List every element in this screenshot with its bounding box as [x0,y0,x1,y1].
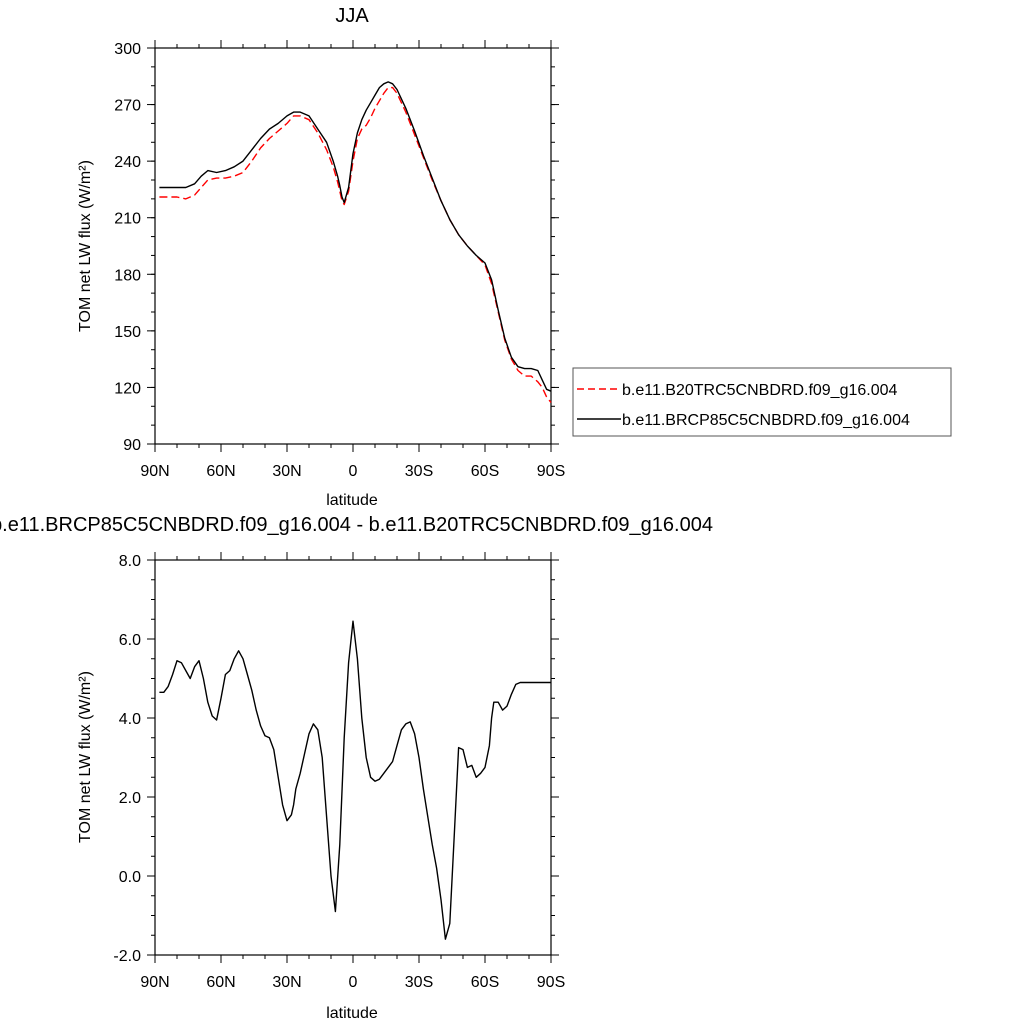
y-tick-label: 180 [114,267,141,284]
x-tick-label: 60N [206,974,235,991]
y-tick-label: 4.0 [119,711,141,728]
x-tick-label: 60S [471,974,499,991]
x-tick-label: 90N [140,974,169,991]
x-tick-label: 90S [537,974,565,991]
series-line-2 [159,81,552,392]
x-axis-label: latitude [326,492,378,509]
x-axis-label: latitude [326,1005,378,1022]
plot-frame [154,559,552,956]
x-tick-label: 30N [272,463,301,480]
x-axis: 90N 60N 30N 0 30S 60S 90S [140,552,565,991]
x-tick-label: 30S [405,974,433,991]
y-axis: 90 120 150 180 210 240 270 300 [114,41,559,454]
y-tick-label: 2.0 [119,790,141,807]
x-tick-label: 30S [405,463,433,480]
x-tick-label: 30N [272,974,301,991]
y-tick-label: 90 [123,437,141,454]
y-tick-label: 6.0 [119,632,141,649]
y-axis-label: TOM net LW flux (W/m²) [77,160,94,332]
y-axis: -2.0 0.0 2.0 4.0 6.0 8.0 [113,553,559,965]
x-axis: 90N 60N 30N 0 30S 60S 90S [140,40,565,480]
y-tick-label: 210 [114,211,141,228]
x-tick-label: 0 [349,463,358,480]
chart-title: JJA [335,5,369,27]
plot-frame [154,47,552,445]
x-tick-label: 60S [471,463,499,480]
y-axis-label: TOM net LW flux (W/m²) [77,671,94,843]
y-tick-label: 8.0 [119,553,141,570]
y-tick-label: 240 [114,154,141,171]
y-tick-label: 120 [114,380,141,397]
y-tick-label: 300 [114,41,141,58]
y-tick-label: 150 [114,324,141,341]
series-line-1 [159,86,552,403]
series-group [159,81,552,403]
x-tick-label: 60N [206,463,235,480]
chart-panel-top: JJA 90 120 150 180 210 240 270 300 90N 60N 30N 0 30… [77,5,565,509]
y-tick-label: -2.0 [113,948,141,965]
x-tick-label: 90S [537,463,565,480]
series-group [159,620,551,940]
x-tick-label: 90N [140,463,169,480]
chart-panel-bottom: b.e11.BRCP85C5CNBDRD.f09_g16.004 - b.e11… [0,514,713,1022]
legend-label-historical: b.e11.B20TRC5CNBDRD.f09_g16.004 [622,382,898,399]
series-line-1 [159,620,551,940]
x-tick-label: 0 [349,974,358,991]
legend-label-rcp85: b.e11.BRCP85C5CNBDRD.f09_g16.004 [622,412,910,429]
legend-box [572,367,952,437]
legend: b.e11.B20TRC5CNBDRD.f09_g16.004 b.e11.BR… [572,367,952,437]
y-tick-label: 0.0 [119,869,141,886]
chart-title: b.e11.BRCP85C5CNBDRD.f09_g16.004 - b.e11… [0,514,713,536]
y-tick-label: 270 [114,98,141,115]
